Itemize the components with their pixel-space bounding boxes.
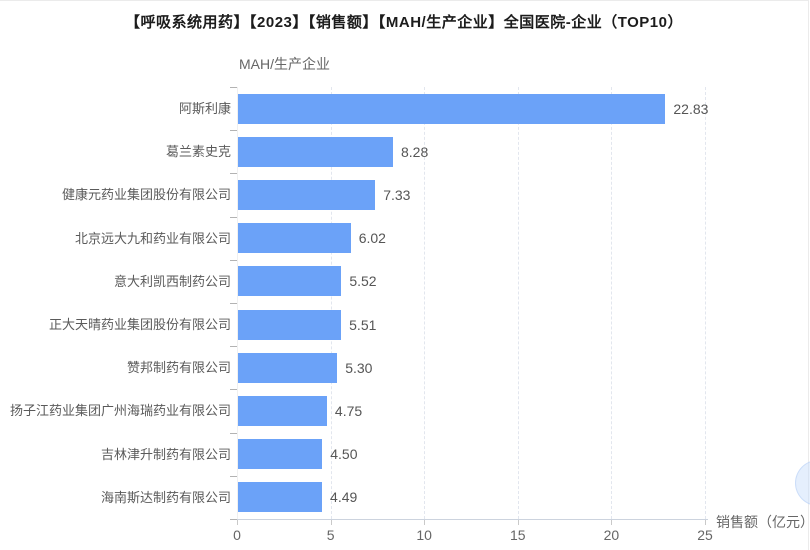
value-label: 4.75 [334,403,363,419]
x-axis-tick [517,520,519,525]
category-label: 赞邦制药有限公司 [126,360,231,376]
y-axis-tick [230,432,237,434]
bar [238,439,323,470]
y-axis-tick [230,519,237,520]
gridline [611,87,613,519]
value-label: 22.83 [673,100,709,117]
y-axis-title: MAH/生产企业 [239,56,330,72]
chart-title: 【呼吸系统用药】【2023】【销售额】【MAH/生产企业】全国医院-企业（TOP… [125,14,683,31]
gridline [424,87,426,519]
bar [238,223,351,254]
category-label: 健康元药业集团股份有限公司 [61,187,231,203]
gridline [330,87,332,519]
x-axis-tick-label: 20 [603,527,620,543]
value-label: 8.28 [401,143,429,160]
y-axis-line [237,87,238,519]
x-axis-tick [611,520,613,525]
x-axis-line [237,519,708,520]
y-axis-tick [230,87,237,88]
y-axis-tick [230,130,237,132]
bar [238,266,342,297]
x-axis-tick-label: 5 [326,527,335,543]
category-label: 吉林津升制药有限公司 [100,446,231,462]
y-axis-tick [230,346,237,348]
x-axis-tick-label: 25 [697,527,713,543]
bar [238,309,342,340]
x-axis-title: 销售额（亿元） [716,514,810,530]
gridline [517,87,519,519]
x-axis-tick [705,520,706,525]
category-label: 扬子江药业集团广州海瑞药业有限公司 [9,403,231,419]
category-label: 海南斯达制药有限公司 [100,489,231,505]
plot-area: 0 5 10 15 20 25 阿斯利康 22.83 葛兰素史克 8.28 健康元药业集团股份有限公… [10,87,713,543]
bar [238,180,376,210]
value-label: 5.30 [345,359,373,376]
x-axis-tick [330,520,332,525]
y-axis-tick [230,259,237,261]
bar [238,93,666,124]
gridline [705,87,706,519]
x-axis-tick [424,520,426,525]
value-label: 5.52 [349,273,377,290]
x-axis-tick-label: 15 [510,527,526,543]
y-axis-tick [230,389,237,391]
category-label: 北京远大九和药业有限公司 [74,230,231,246]
y-axis-tick [230,475,237,477]
y-axis-tick [230,303,237,304]
x-axis-tick-label: 0 [233,527,241,543]
floating-button[interactable] [795,460,810,506]
category-label: 正大天晴药业集团股份有限公司 [48,317,231,332]
category-label: 阿斯利康 [178,101,231,116]
bar [238,482,323,513]
category-label: 意大利凯西制药公司 [113,273,231,289]
value-label: 7.33 [383,187,411,203]
y-axis-tick [230,216,237,218]
y-axis-tick [230,173,237,175]
value-label: 6.02 [358,230,386,247]
bar [238,352,338,383]
bar [238,396,327,426]
x-axis-tick [237,520,238,525]
x-axis-tick-label: 10 [416,527,432,543]
value-label: 4.49 [330,489,358,506]
category-label: 葛兰素史克 [165,144,231,160]
bar [238,136,393,167]
value-label: 5.51 [349,316,377,333]
value-label: 4.50 [330,446,358,463]
